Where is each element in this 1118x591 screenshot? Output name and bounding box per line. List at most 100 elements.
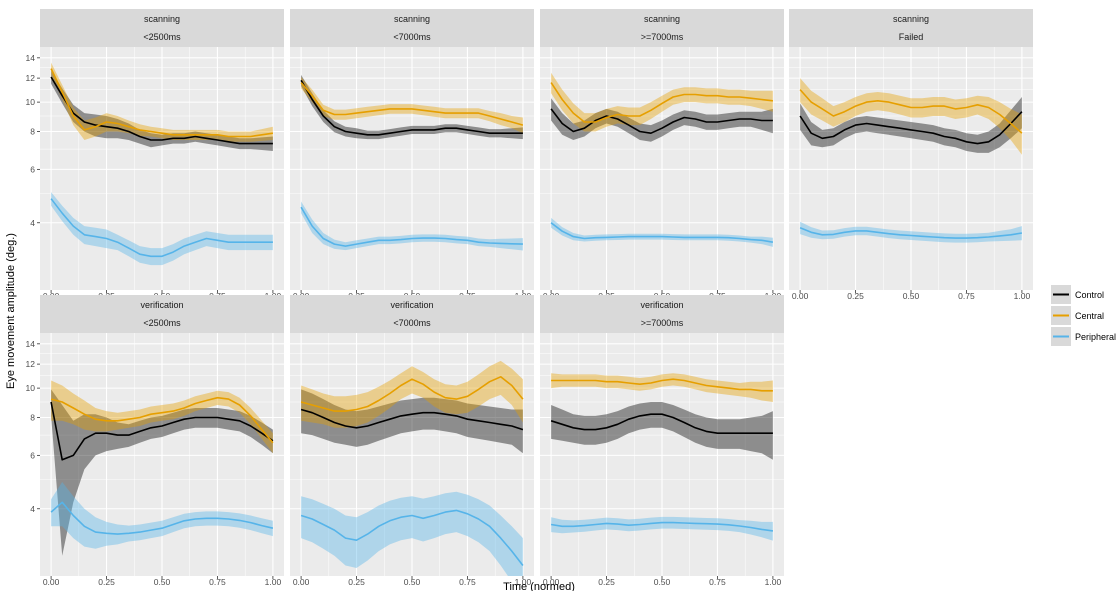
x-tick-label: 0.50 — [903, 291, 920, 301]
facet-strip — [40, 9, 284, 47]
series-line-peripheral — [550, 521, 774, 532]
y-tick-label: 10 — [26, 97, 36, 107]
series-line-central — [799, 89, 1023, 134]
series-line-central — [50, 68, 274, 138]
x-axis-title: Time (normed) — [503, 581, 575, 591]
x-tick-label: 0.25 — [598, 577, 615, 587]
series-line-central — [300, 375, 524, 412]
legend-label: Peripheral — [1075, 332, 1116, 342]
strip-label-top: verification — [640, 300, 683, 310]
x-tick-label: 0.50 — [654, 577, 671, 587]
confidence-band-central — [800, 78, 1022, 155]
series-line-control — [550, 108, 773, 134]
confidence-band-peripheral — [51, 482, 273, 549]
series-line-control — [50, 76, 273, 145]
strip-label-bottom: <7000ms — [393, 32, 431, 42]
y-tick-label: 10 — [26, 383, 36, 393]
y-axis-title: Eye movement amplitude (deg.) — [5, 233, 17, 389]
legend-key — [1051, 285, 1071, 304]
confidence-band-control — [800, 97, 1022, 153]
facet-panel: scanning Failed 0.00 0.25 0.50 0.75 1.00 — [789, 9, 1033, 301]
facet-strip — [290, 9, 534, 47]
series-line-control — [799, 111, 1023, 145]
x-tick-label: 0.25 — [847, 291, 864, 301]
y-tick-label: 12 — [26, 73, 36, 83]
facet-panel: scanning<2500ms0.000.250.500.751.0046810… — [26, 9, 284, 301]
series-line-control — [50, 401, 274, 461]
y-tick-label: 8 — [30, 412, 35, 422]
strip-label-bottom: Failed — [899, 32, 924, 42]
y-tick-label: 4 — [30, 504, 35, 514]
x-tick-label: 0.25 — [348, 577, 365, 587]
series-line-control — [550, 413, 773, 435]
x-tick-label: 0.75 — [459, 577, 476, 587]
facet-strip — [40, 295, 284, 333]
y-tick-label: 6 — [30, 450, 35, 460]
confidence-band-peripheral — [51, 192, 273, 266]
strip-label-top: scanning — [144, 14, 180, 24]
x-tick-label: 0.50 — [404, 577, 421, 587]
strip-label-bottom: <7000ms — [393, 318, 431, 328]
series-line-peripheral — [550, 222, 774, 243]
facet-strip — [290, 295, 534, 333]
series-line-peripheral — [50, 198, 273, 258]
strip-label-bottom: >=7000ms — [641, 32, 684, 42]
facet-panel: verification <2500ms 0.00 0.25 0.50 0.75 1.00 4… — [26, 295, 284, 587]
y-tick-label: 6 — [30, 164, 35, 174]
confidence-band-control — [51, 389, 273, 556]
series-line-peripheral — [300, 509, 524, 566]
x-tick-label: 1.00 — [1014, 291, 1031, 301]
confidence-band-peripheral — [301, 491, 523, 576]
x-tick-label: 0.25 — [98, 577, 115, 587]
facet-panel: verification >=7000ms 0.00 0.25 0.50 0.75 1.00 — [540, 295, 784, 587]
x-tick-label: 0.75 — [209, 577, 226, 587]
facet-strip — [789, 9, 1033, 47]
series-line-central — [50, 396, 274, 444]
series-line-central — [300, 82, 524, 126]
confidence-band-control — [301, 389, 523, 454]
series-line-peripheral — [50, 501, 274, 535]
x-tick-label: 0.00 — [293, 577, 310, 587]
series-line-peripheral — [300, 206, 523, 247]
facet-strip — [540, 9, 784, 47]
confidence-band-control — [551, 402, 773, 460]
confidence-band-control — [51, 70, 273, 151]
strip-label-bottom: <2500ms — [143, 318, 181, 328]
confidence-band-central — [551, 373, 773, 402]
confidence-band-peripheral — [551, 217, 773, 247]
legend-label: Control — [1075, 290, 1104, 300]
y-tick-label: 12 — [26, 359, 36, 369]
strip-label-top: scanning — [644, 14, 680, 24]
strip-label-top: verification — [390, 300, 433, 310]
series-line-control — [300, 408, 524, 431]
x-tick-label: 0.75 — [958, 291, 975, 301]
legend-key — [1051, 306, 1071, 325]
strip-label-top: scanning — [893, 14, 929, 24]
series-line-control — [300, 79, 523, 136]
series-line-peripheral — [799, 227, 1023, 239]
y-tick-label: 8 — [30, 126, 35, 136]
y-tick-label: 14 — [26, 339, 36, 349]
x-tick-label: 0.00 — [543, 577, 560, 587]
x-tick-label: 0.00 — [792, 291, 809, 301]
y-tick-label: 4 — [30, 218, 35, 228]
legend: Control Central Peripheral — [1051, 285, 1116, 346]
confidence-band-central — [301, 77, 523, 134]
confidence-band-control — [551, 98, 773, 142]
confidence-band-peripheral — [301, 201, 523, 251]
y-tick-label: 14 — [26, 53, 36, 63]
series-line-central — [551, 378, 773, 392]
x-tick-label: 1.00 — [765, 577, 782, 587]
x-tick-label: 0.00 — [43, 577, 60, 587]
x-tick-label: 1.00 — [515, 577, 532, 587]
x-tick-label: 1.00 — [265, 577, 282, 587]
facet-strip — [540, 295, 784, 333]
facet-panel: verification <7000ms 0.00 0.25 0.50 0.75 1.00 — [290, 295, 534, 587]
strip-label-top: scanning — [394, 14, 430, 24]
series-line-central — [550, 82, 773, 123]
x-tick-label: 0.75 — [709, 577, 726, 587]
legend-label: Central — [1075, 311, 1104, 321]
